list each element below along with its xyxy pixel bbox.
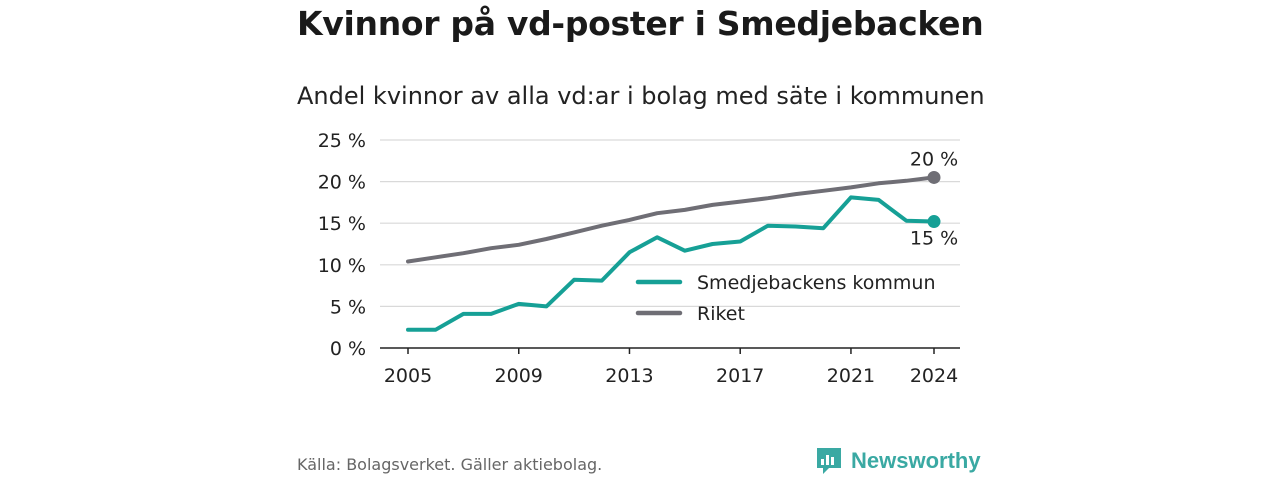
source-note: Källa: Bolagsverket. Gäller aktiebolag. (297, 455, 603, 474)
series-lines (406, 170, 941, 332)
y-tick-label: 25 % (318, 130, 366, 152)
chart-subtitle: Andel kvinnor av alla vd:ar i bolag med … (297, 82, 985, 110)
newsworthy-logo-icon (817, 448, 841, 474)
x-tick-label: 2017 (716, 365, 764, 387)
legend-label: Riket (697, 303, 745, 325)
line-chart: 0 %5 %10 %15 %20 %25 % 2005 2009 2013 2017 2… (318, 130, 960, 387)
end-value-label: 20 % (910, 148, 958, 170)
end-value-label: 15 % (910, 228, 958, 250)
series-line-riket (406, 175, 936, 264)
y-axis-tick-labels: 0 % 5 % 10 % 15 % 20 % 25 % (318, 130, 366, 360)
x-axis: 2005 2009 2013 2017 2021 2024 (380, 347, 960, 387)
y-tick-label: 0 % (330, 338, 366, 360)
y-tick-label: 10 % (318, 255, 366, 277)
legend-label: Smedjebackens kommun (697, 272, 935, 294)
x-tick-label: 2021 (827, 365, 875, 387)
grid-lines (380, 139, 960, 307)
newsworthy-logo: Newsworthy (815, 446, 981, 476)
x-tick-label: 2013 (605, 365, 653, 387)
newsworthy-logo-text: Newsworthy (851, 448, 981, 473)
legend: Smedjebackens kommun Riket (635, 272, 935, 325)
end-labels: 15 % 20 % (910, 148, 958, 249)
series-end-marker (927, 215, 941, 229)
y-tick-label: 5 % (330, 296, 366, 318)
series-line-smedjebacken (406, 195, 936, 332)
y-tick-label: 15 % (318, 213, 366, 235)
y-tick-label: 20 % (318, 172, 366, 194)
x-tick-label: 2005 (384, 365, 432, 387)
series-end-marker (927, 170, 941, 184)
x-tick-label: 2024 (910, 365, 958, 387)
x-tick-label: 2009 (495, 365, 543, 387)
chart-title: Kvinnor på vd-poster i Smedjebacken (297, 4, 984, 43)
